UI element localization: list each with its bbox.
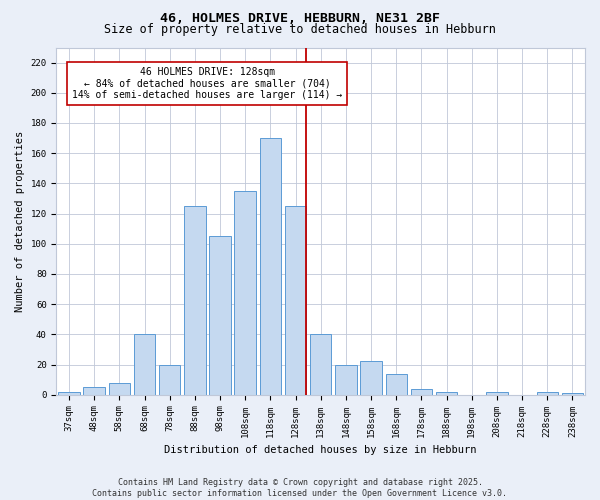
Y-axis label: Number of detached properties: Number of detached properties [15, 130, 25, 312]
Bar [260, 138, 281, 394]
Bar [209, 236, 231, 394]
Text: 46 HOLMES DRIVE: 128sqm
← 84% of detached houses are smaller (704)
14% of semi-d: 46 HOLMES DRIVE: 128sqm ← 84% of detache… [73, 67, 343, 100]
Bar [486, 392, 508, 394]
Bar [436, 392, 457, 394]
Bar [159, 364, 181, 394]
Bar [58, 392, 80, 394]
Text: Size of property relative to detached houses in Hebburn: Size of property relative to detached ho… [104, 24, 496, 36]
X-axis label: Distribution of detached houses by size in Hebburn: Distribution of detached houses by size … [164, 445, 477, 455]
Text: 46, HOLMES DRIVE, HEBBURN, NE31 2BF: 46, HOLMES DRIVE, HEBBURN, NE31 2BF [160, 12, 440, 26]
Bar [361, 362, 382, 394]
Bar [235, 191, 256, 394]
Bar [310, 334, 331, 394]
Bar [335, 364, 356, 394]
Bar [285, 206, 306, 394]
Bar [562, 393, 583, 394]
Bar [134, 334, 155, 394]
Text: Contains HM Land Registry data © Crown copyright and database right 2025.
Contai: Contains HM Land Registry data © Crown c… [92, 478, 508, 498]
Bar [410, 388, 432, 394]
Bar [184, 206, 206, 394]
Bar [109, 382, 130, 394]
Bar [83, 387, 105, 394]
Bar [536, 392, 558, 394]
Bar [386, 374, 407, 394]
